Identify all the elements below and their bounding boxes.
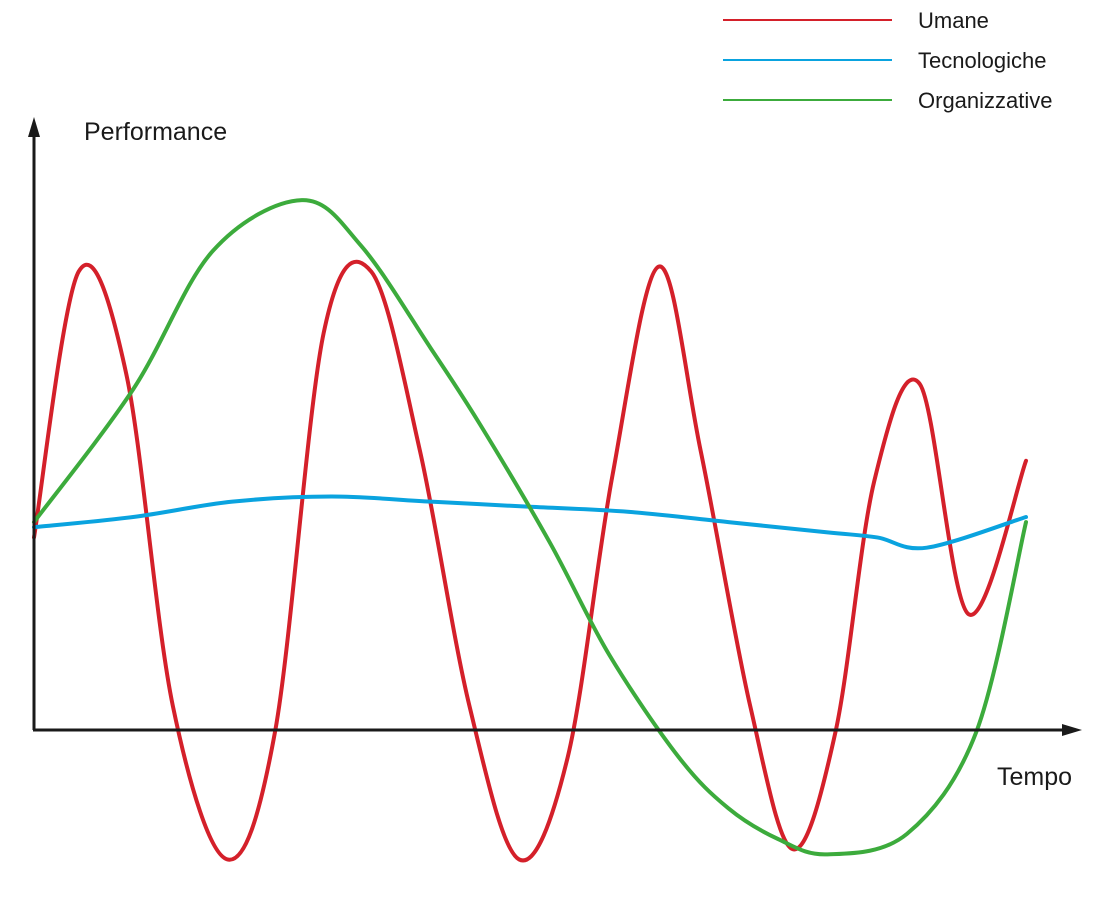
legend-label-umane: Umane: [918, 8, 989, 33]
x-axis-arrow-icon: [1062, 724, 1082, 736]
y-axis-label: Performance: [84, 118, 227, 146]
legend-label-organizzative: Organizzative: [918, 88, 1053, 113]
y-axis-arrow-icon: [28, 117, 40, 137]
series-line-tecnologiche: [32, 494, 1028, 551]
series-group: [32, 198, 1028, 863]
series-line-umane: [32, 259, 1028, 863]
legend-label-tecnologiche: Tecnologiche: [918, 48, 1046, 73]
legend: Umane Tecnologiche Organizzative: [723, 8, 1053, 113]
series-line-organizzative: [32, 198, 1028, 857]
x-axis-label: Tempo: [997, 763, 1072, 791]
